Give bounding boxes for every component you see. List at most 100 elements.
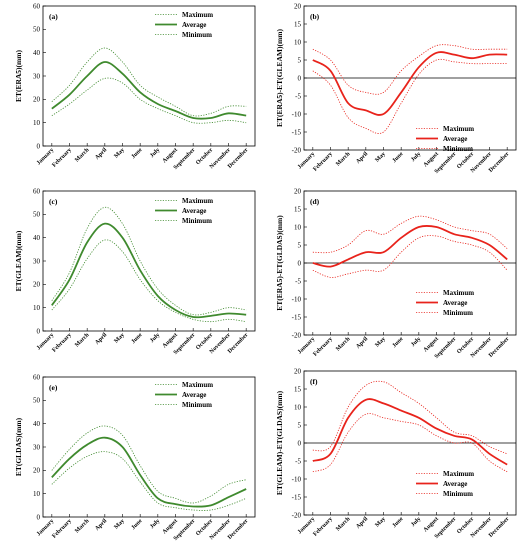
x-tick-label: June bbox=[392, 336, 405, 349]
y-tick-label: -15 bbox=[292, 128, 302, 136]
x-tick-label: March bbox=[74, 147, 91, 164]
y-tick-label: -5 bbox=[295, 277, 301, 285]
y-tick-label: -20 bbox=[292, 331, 302, 339]
y-tick-label: 15 bbox=[294, 20, 302, 28]
x-tick-label: May bbox=[113, 147, 125, 159]
x-tick-label: March bbox=[74, 518, 91, 535]
x-tick-label: July bbox=[410, 516, 422, 528]
y-tick-label: 10 bbox=[294, 38, 302, 46]
x-tick-label: May bbox=[374, 151, 386, 163]
y-tick-label: -5 bbox=[295, 92, 301, 100]
y-tick-label: 5 bbox=[298, 421, 302, 429]
y-tick-label: 0 bbox=[298, 74, 302, 82]
series-line-average bbox=[312, 398, 508, 466]
legend-label: Maximum bbox=[182, 381, 213, 389]
legend-label: Maximum bbox=[443, 470, 474, 478]
y-tick-label: 60 bbox=[33, 373, 41, 381]
y-tick-label: 10 bbox=[294, 403, 302, 411]
x-tick-label: April bbox=[94, 518, 108, 532]
series-line-maximum bbox=[312, 380, 508, 455]
y-tick-label: 20 bbox=[33, 281, 41, 289]
plot-frame bbox=[42, 5, 256, 147]
legend-label: Maximum bbox=[182, 11, 213, 19]
panel-label: (b) bbox=[310, 12, 320, 21]
legend: Maximum Average Minimum bbox=[155, 197, 213, 225]
y-tick-label: 0 bbox=[37, 513, 41, 521]
series-line-minimum bbox=[312, 235, 508, 278]
y-tick-label: -10 bbox=[292, 110, 302, 118]
x-tick-label: March bbox=[335, 151, 352, 168]
x-tick-label: April bbox=[355, 151, 369, 165]
y-axis-label: ET(ERA5)(mm) bbox=[14, 49, 23, 102]
x-tick-label: February bbox=[51, 332, 72, 353]
y-tick-label: 10 bbox=[33, 304, 41, 312]
y-tick-label: 0 bbox=[37, 142, 41, 150]
legend: Maximum Average Minimum bbox=[155, 11, 213, 39]
x-tick-label: July bbox=[149, 332, 161, 344]
y-tick-label: -20 bbox=[292, 511, 302, 519]
y-tick-label: 20 bbox=[294, 187, 302, 195]
x-tick-label: April bbox=[94, 332, 108, 346]
series-line-minimum bbox=[51, 77, 247, 124]
legend-label: Minimum bbox=[182, 401, 212, 409]
y-tick-label: 10 bbox=[33, 490, 41, 498]
y-tick-label: 50 bbox=[33, 211, 41, 219]
y-tick-label: 20 bbox=[33, 96, 41, 104]
y-tick-label: 50 bbox=[33, 397, 41, 405]
y-tick-label: 0 bbox=[37, 327, 41, 335]
x-tick-label: February bbox=[312, 336, 333, 357]
y-tick-label: 20 bbox=[294, 2, 302, 10]
y-tick-label: 30 bbox=[33, 257, 41, 265]
y-tick-label: 15 bbox=[294, 385, 302, 393]
plot-frame bbox=[42, 376, 256, 518]
legend-label: Minimum bbox=[182, 217, 212, 225]
legend-label: Average bbox=[443, 135, 467, 143]
y-tick-label: 50 bbox=[33, 26, 41, 34]
y-axis-label: ET(GLDAS)(mm) bbox=[14, 417, 23, 476]
series-line-maximum bbox=[312, 215, 508, 254]
y-tick-label: -20 bbox=[292, 146, 302, 154]
y-tick-label: 40 bbox=[33, 234, 41, 242]
x-tick-label: May bbox=[374, 336, 386, 348]
legend-label: Average bbox=[443, 299, 467, 307]
y-tick-label: 10 bbox=[294, 223, 302, 231]
x-tick-label: May bbox=[374, 516, 386, 528]
legend-label: Average bbox=[182, 391, 206, 399]
x-tick-label: April bbox=[355, 336, 369, 350]
y-tick-label: 0 bbox=[298, 439, 302, 447]
y-tick-label: 40 bbox=[33, 420, 41, 428]
series-line-average bbox=[51, 222, 247, 319]
y-tick-label: 10 bbox=[33, 119, 41, 127]
y-axis-label: ET(ERA5)-ET(GLDAS)(mm) bbox=[275, 215, 284, 311]
legend-label: Minimum bbox=[443, 490, 473, 498]
x-tick-label: February bbox=[51, 518, 72, 539]
legend: Maximum Average Minimum bbox=[155, 381, 213, 409]
plot-frame bbox=[42, 190, 256, 332]
panel-label: (a) bbox=[49, 12, 58, 21]
series-line-minimum bbox=[312, 58, 508, 134]
x-tick-label: July bbox=[410, 336, 422, 348]
panel-label: (f) bbox=[310, 377, 318, 386]
x-tick-label: June bbox=[131, 332, 144, 345]
series-line-average bbox=[51, 436, 247, 508]
series-line-average bbox=[51, 61, 247, 120]
y-tick-label: 0 bbox=[298, 259, 302, 267]
x-tick-label: July bbox=[149, 147, 161, 159]
y-axis-label: ET(GLEAM)-ET(GLDAS)(mm) bbox=[275, 390, 284, 495]
y-tick-label: 60 bbox=[33, 2, 41, 10]
x-tick-label: June bbox=[131, 147, 144, 160]
x-tick-label: May bbox=[113, 332, 125, 344]
legend-label: Minimum bbox=[182, 31, 212, 39]
y-tick-label: -10 bbox=[292, 295, 302, 303]
y-tick-label: 40 bbox=[33, 49, 41, 57]
x-tick-label: July bbox=[149, 518, 161, 530]
y-axis-label: ET(GLEAM)(mm) bbox=[14, 230, 23, 291]
y-tick-label: -15 bbox=[292, 493, 302, 501]
x-tick-label: February bbox=[312, 151, 333, 172]
x-tick-label: June bbox=[131, 518, 144, 531]
legend: Maximum Average Minimum bbox=[416, 470, 474, 498]
